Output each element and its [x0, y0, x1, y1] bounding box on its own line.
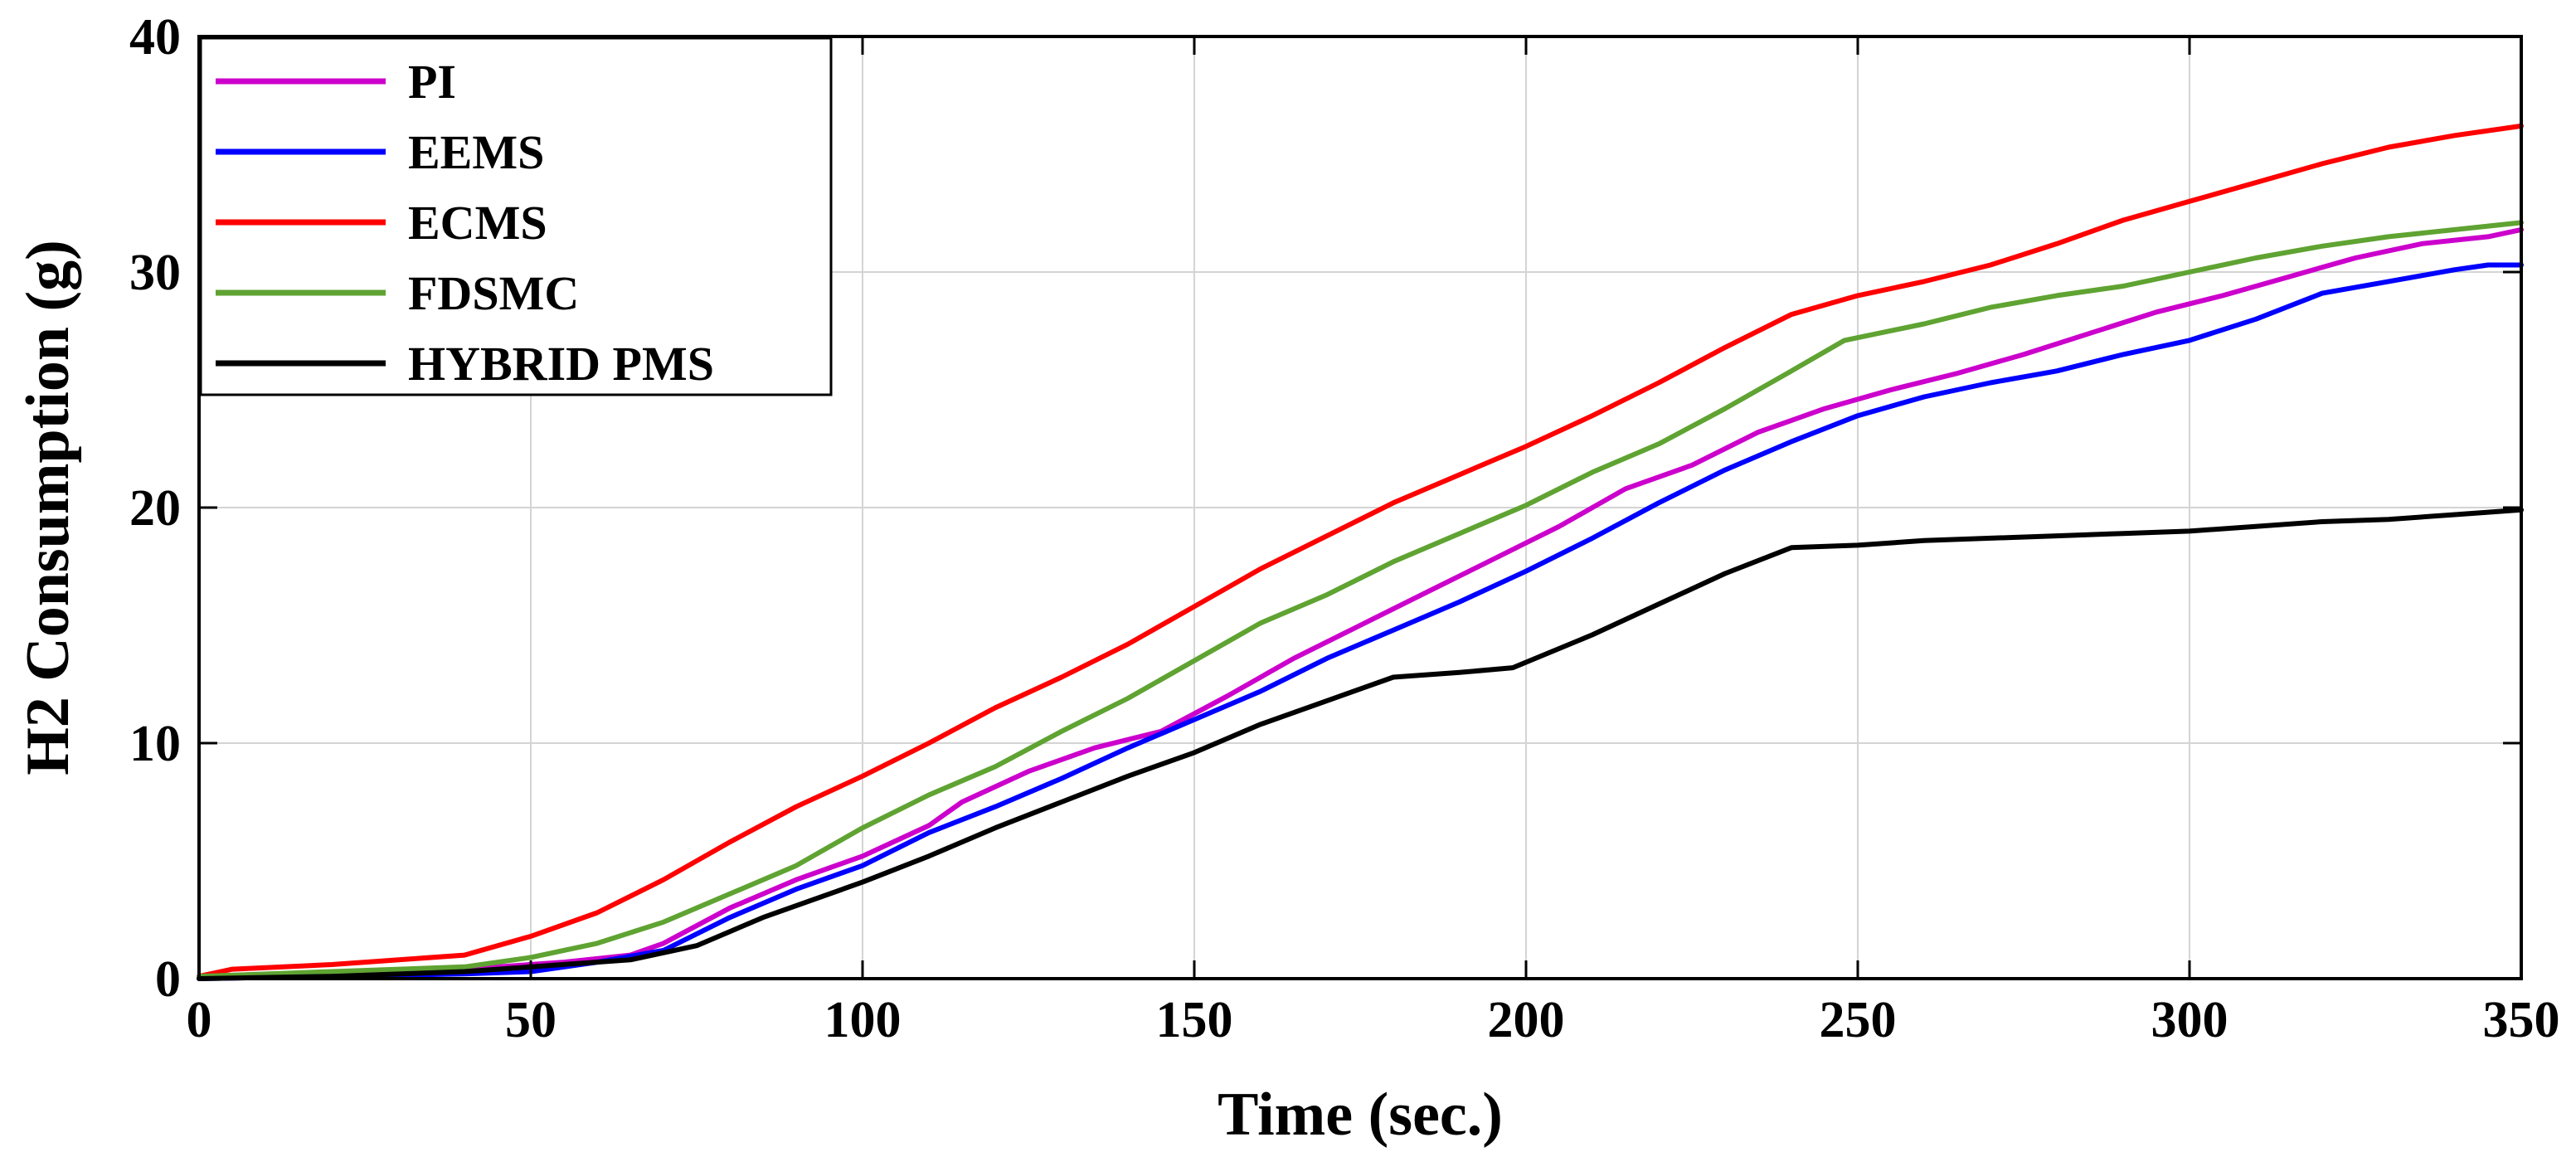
- legend-entry-pi: PI: [216, 55, 456, 109]
- y-tick-label: 0: [155, 951, 181, 1008]
- x-tick-label: 100: [824, 992, 902, 1048]
- y-tick-label: 30: [129, 245, 181, 301]
- legend-box: [199, 36, 833, 396]
- series-line-fdsmc: [197, 220, 2524, 979]
- legend-entry-hybrid-pms: HYBRID PMS: [216, 337, 714, 391]
- y-axis-title: H2 Consumption (g): [14, 240, 82, 775]
- x-tick-label: 300: [2151, 992, 2228, 1048]
- y-tick-label: 20: [129, 480, 181, 537]
- axis-ticks: 0 50 100 150 200 250 300 350 0 10 20 30 40: [129, 9, 2560, 1048]
- x-tick-label: 150: [1156, 992, 1233, 1048]
- series-line-ecms: [197, 123, 2524, 979]
- legend-entry-ecms: ECMS: [216, 196, 547, 250]
- x-axis-title: Time (sec.): [1218, 1081, 1503, 1149]
- legend-entry-eems: EEMS: [216, 125, 544, 179]
- legend-label-hybrid-pms: HYBRID PMS: [408, 337, 714, 391]
- x-tick-label: 0: [187, 992, 212, 1048]
- legend: PI EEMS ECMS FDSMC HYBRID PMS: [199, 36, 833, 396]
- legend-label-eems: EEMS: [408, 125, 544, 179]
- y-tick-label: 10: [129, 716, 181, 772]
- x-tick-label: 250: [1820, 992, 1897, 1048]
- legend-label-ecms: ECMS: [408, 196, 547, 250]
- x-tick-label: 350: [2483, 992, 2560, 1048]
- x-tick-label: 200: [1488, 992, 1565, 1048]
- legend-entry-fdsmc: FDSMC: [216, 266, 579, 320]
- x-tick-label: 50: [505, 992, 557, 1048]
- series-line-hybrid-pms: [197, 507, 2524, 981]
- legend-label-fdsmc: FDSMC: [408, 266, 579, 320]
- series-line-eems: [197, 262, 2524, 981]
- plot-lines: [197, 123, 2524, 981]
- legend-label-pi: PI: [408, 55, 456, 109]
- y-tick-label: 40: [129, 9, 181, 66]
- series-line-pi: [197, 226, 2524, 979]
